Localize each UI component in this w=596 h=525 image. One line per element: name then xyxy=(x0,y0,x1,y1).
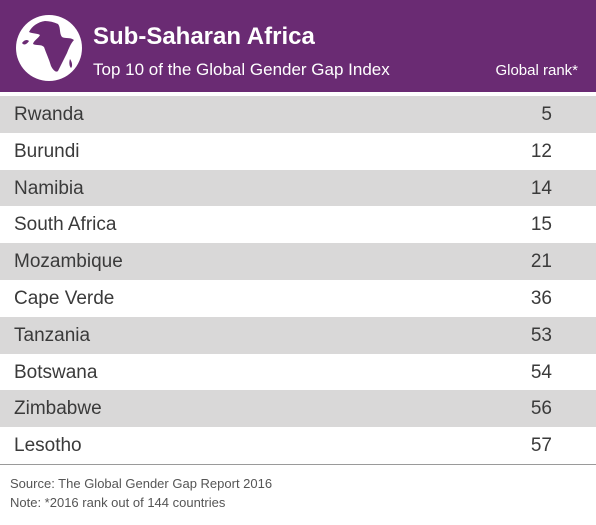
global-rank-value: 57 xyxy=(530,435,552,457)
country-name: Botswana xyxy=(14,361,98,383)
page-title: Sub-Saharan Africa xyxy=(93,23,315,50)
page-subtitle: Top 10 of the Global Gender Gap Index xyxy=(93,60,390,79)
table-row: Namibia 14 xyxy=(0,169,596,207)
country-name: Tanzania xyxy=(14,324,91,346)
country-name: South Africa xyxy=(14,214,117,236)
global-rank-value: 14 xyxy=(530,177,552,199)
global-rank-value: 56 xyxy=(530,398,552,420)
country-name: Burundi xyxy=(14,140,80,162)
source-note: Source: The Global Gender Gap Report 201… xyxy=(10,476,273,491)
rank-table: Rwanda 5 Burundi 12 Namibia 14 South Africa 15 M… xyxy=(0,96,596,465)
table-row: Botswana 54 xyxy=(0,354,596,391)
table-row: Cape Verde 36 xyxy=(0,280,596,317)
rank-column-header: Global rank* xyxy=(495,62,578,79)
table-row: Lesotho 57 xyxy=(0,427,596,464)
country-name: Rwanda xyxy=(14,104,84,125)
table-row: Zimbabwe 56 xyxy=(0,390,596,428)
global-rank-value: 53 xyxy=(530,324,552,346)
table-row: Rwanda 5 xyxy=(0,96,596,133)
table-row: Mozambique 21 xyxy=(0,243,596,280)
global-rank-value: 21 xyxy=(530,251,552,273)
global-rank-value: 36 xyxy=(530,287,552,309)
global-rank-value: 54 xyxy=(530,361,552,383)
table-row: Tanzania 53 xyxy=(0,316,596,354)
country-name: Namibia xyxy=(14,177,84,199)
header-banner: Sub-Saharan Africa Top 10 of the Global … xyxy=(0,0,596,92)
country-name: Lesotho xyxy=(14,435,82,457)
table-row: South Africa 15 xyxy=(0,206,596,243)
rank-note: Note: *2016 rank out of 144 countries xyxy=(10,495,226,510)
table-row: Burundi 12 xyxy=(0,133,596,170)
global-rank-value: 5 xyxy=(541,104,552,125)
global-rank-value: 15 xyxy=(530,214,552,236)
country-name: Mozambique xyxy=(14,251,123,273)
footer-notes: Source: The Global Gender Gap Report 201… xyxy=(10,474,272,512)
globe-icon xyxy=(16,15,82,81)
country-name: Zimbabwe xyxy=(14,398,102,420)
global-rank-value: 12 xyxy=(530,140,552,162)
country-name: Cape Verde xyxy=(14,287,115,309)
